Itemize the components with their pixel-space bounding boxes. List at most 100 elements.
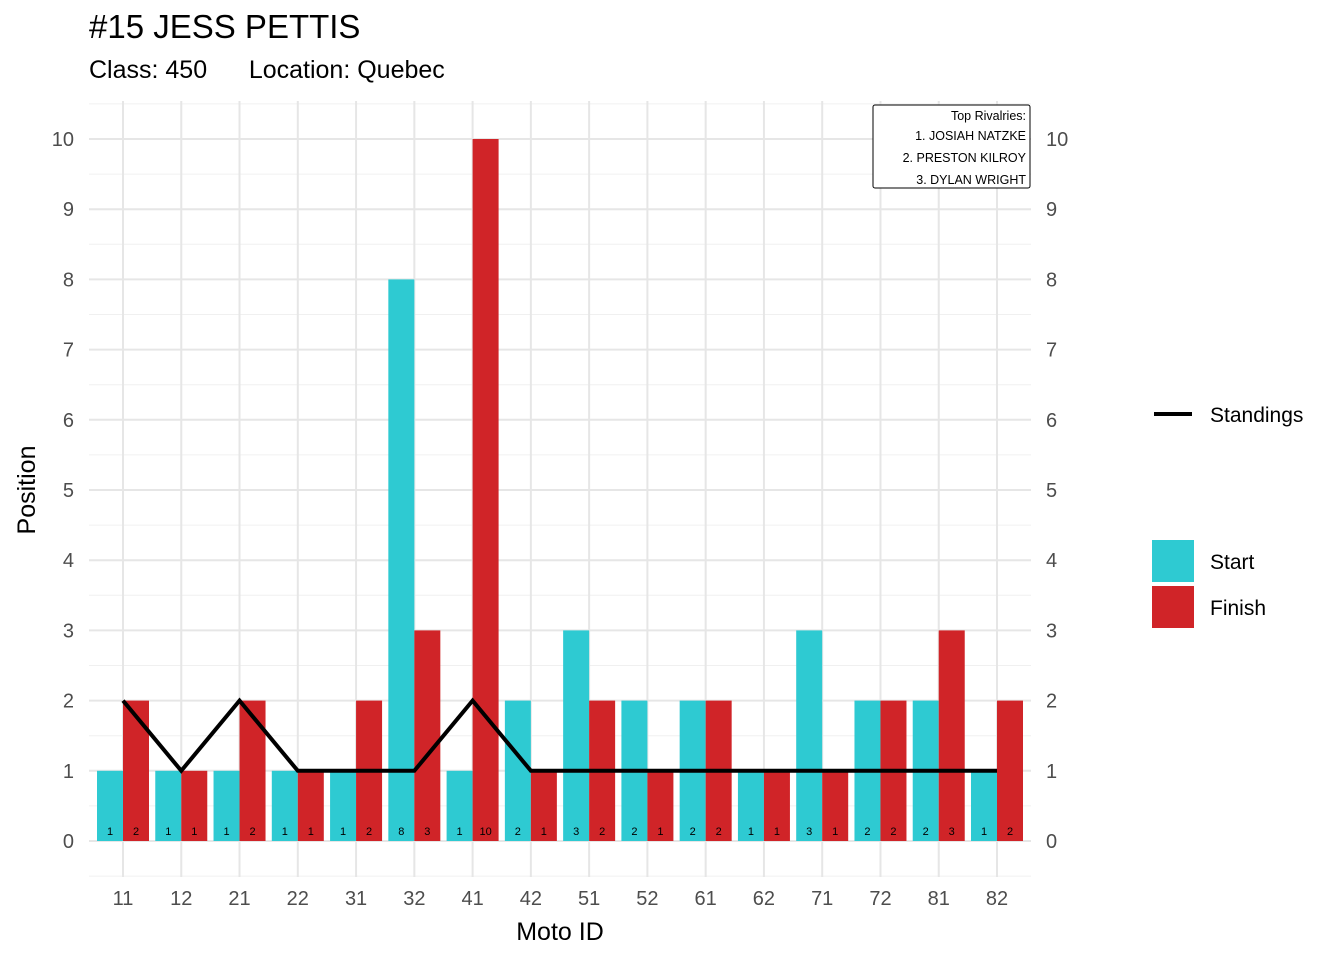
bar-label-start-62: 1 — [748, 826, 754, 838]
bar-finish-41 — [472, 139, 499, 841]
y-tick-left: 4 — [63, 550, 74, 572]
legend-finish-swatch — [1152, 586, 1194, 628]
chart-title: #15 JESS PETTIS — [89, 8, 361, 45]
bar-finish-42 — [530, 770, 557, 841]
x-tick: 62 — [753, 888, 775, 910]
y-tick-left: 0 — [63, 831, 74, 853]
bar-label-start-72: 2 — [864, 826, 870, 838]
rivalry-1: 1. JOSIAH NATZKE — [915, 129, 1026, 143]
bar-label-finish-51: 2 — [599, 826, 605, 838]
y-tick-left: 8 — [63, 269, 74, 291]
bar-finish-81 — [938, 630, 965, 841]
x-tick: 32 — [403, 888, 425, 910]
y-tick-right: 3 — [1046, 620, 1057, 642]
y-tick-left: 10 — [52, 129, 74, 151]
y-tick-right: 10 — [1046, 129, 1068, 151]
bar-start-32 — [388, 279, 415, 841]
x-tick: 82 — [986, 888, 1008, 910]
bar-label-finish-11: 2 — [133, 826, 139, 838]
bar-finish-71 — [822, 770, 849, 841]
bar-label-start-51: 3 — [573, 826, 579, 838]
bar-start-22 — [271, 770, 298, 841]
bar-label-finish-71: 1 — [832, 826, 838, 838]
bar-label-finish-21: 2 — [249, 826, 255, 838]
bar-label-start-32: 8 — [398, 826, 404, 838]
x-tick: 51 — [578, 888, 600, 910]
bar-finish-52 — [647, 770, 674, 841]
bar-label-start-71: 3 — [806, 826, 812, 838]
y-tick-right: 9 — [1046, 199, 1057, 221]
bar-label-finish-31: 2 — [366, 826, 372, 838]
bar-finish-12 — [181, 770, 208, 841]
bar-finish-11 — [123, 700, 149, 841]
rivalries-box: Top Rivalries: 1. JOSIAH NATZKE 2. PREST… — [872, 104, 1031, 189]
bar-label-finish-81: 3 — [949, 826, 955, 838]
bar-label-finish-61: 2 — [716, 826, 722, 838]
y-tick-left: 3 — [63, 620, 74, 642]
bar-label-start-82: 1 — [981, 826, 987, 838]
y-tick-right: 7 — [1046, 340, 1057, 362]
y-tick-right: 2 — [1046, 691, 1057, 713]
y-tick-left: 5 — [63, 480, 74, 502]
y-tick-left: 1 — [63, 761, 74, 783]
bar-label-finish-32: 3 — [424, 826, 430, 838]
bar-label-finish-52: 1 — [657, 826, 663, 838]
y-tick-right: 6 — [1046, 410, 1057, 432]
bar-label-start-52: 2 — [631, 826, 637, 838]
bar-label-start-22: 1 — [282, 826, 288, 838]
bar-label-start-12: 1 — [165, 826, 171, 838]
bar-label-start-41: 1 — [457, 826, 463, 838]
x-tick: 42 — [520, 888, 542, 910]
x-tick: 52 — [636, 888, 658, 910]
rivalry-3: 3. DYLAN WRIGHT — [916, 173, 1026, 187]
legend-start-label: Start — [1210, 551, 1255, 574]
legend-fill: Start Finish — [1152, 540, 1266, 628]
bar-start-42 — [504, 700, 531, 841]
x-tick: 31 — [345, 888, 367, 910]
bar-label-start-11: 1 — [107, 826, 113, 838]
bar-start-71 — [796, 630, 823, 841]
y-tick-left: 7 — [63, 340, 74, 362]
y-tick-left: 9 — [63, 199, 74, 221]
rivalry-2: 2. PRESTON KILROY — [903, 151, 1027, 165]
x-tick: 12 — [170, 888, 192, 910]
y-tick-right: 1 — [1046, 761, 1057, 783]
bar-label-finish-22: 1 — [308, 826, 314, 838]
bar-label-start-81: 2 — [923, 826, 929, 838]
bar-finish-82 — [997, 700, 1023, 841]
y-tick-left: 6 — [63, 410, 74, 432]
bar-finish-62 — [763, 770, 790, 841]
legend-start-swatch — [1152, 540, 1194, 582]
x-tick: 21 — [228, 888, 250, 910]
x-tick: 11 — [113, 888, 134, 910]
bar-start-11 — [97, 770, 123, 841]
x-tick: 41 — [461, 888, 483, 910]
bar-start-12 — [155, 770, 182, 841]
y-tick-left: 2 — [63, 691, 74, 713]
y-axis-title: Position — [13, 446, 41, 535]
standings-polyline — [121, 697, 997, 774]
bar-label-finish-42: 1 — [541, 826, 547, 838]
bar-start-31 — [330, 770, 357, 841]
bar-finish-21 — [239, 700, 266, 841]
subtitle-location: Location: Quebec — [248, 56, 445, 84]
x-tick: 71 — [811, 888, 833, 910]
x-tick: 22 — [287, 888, 309, 910]
standings-line — [121, 697, 997, 774]
bar-start-82 — [971, 770, 997, 841]
bar-finish-32 — [414, 630, 441, 841]
x-tick: 61 — [695, 888, 717, 910]
bar-label-finish-72: 2 — [890, 826, 896, 838]
y-tick-right: 5 — [1046, 480, 1057, 502]
x-tick: 72 — [869, 888, 891, 910]
legend-finish-label: Finish — [1210, 597, 1266, 620]
y-tick-right: 0 — [1046, 831, 1057, 853]
bar-label-start-61: 2 — [690, 826, 696, 838]
bar-start-51 — [563, 630, 590, 841]
bar-label-start-21: 1 — [223, 826, 229, 838]
bar-start-41 — [446, 770, 473, 841]
legend-line: Standings — [1154, 404, 1303, 427]
y-tick-right: 8 — [1046, 269, 1057, 291]
bar-start-21 — [213, 770, 240, 841]
